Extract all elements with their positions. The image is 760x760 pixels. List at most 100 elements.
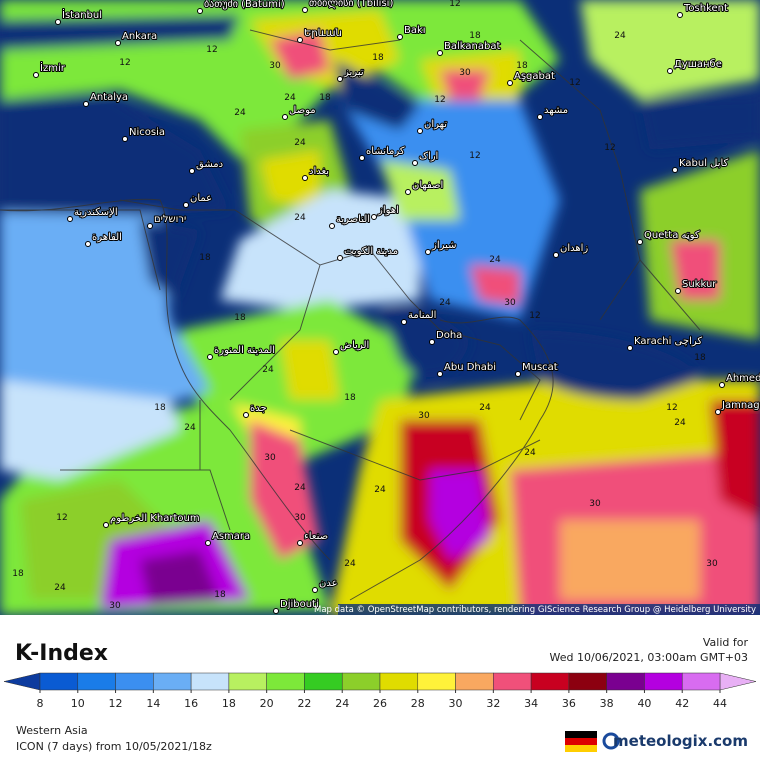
colorbar-tick-label: 34 [524, 697, 538, 710]
contour-label: 18 [199, 253, 211, 263]
contour-label: 12 [666, 403, 677, 413]
colorbar-class [455, 672, 494, 691]
place-label: Asmara [212, 531, 250, 542]
place-dot [437, 371, 443, 377]
place-dot [667, 68, 673, 74]
place-dot [83, 101, 89, 107]
place-label: القاهرة [92, 232, 122, 243]
place-label: دمشق [196, 159, 223, 170]
map: İstanbul Ankara İzmir Antalya Nicosia دمشق عما… [0, 0, 760, 615]
place-label: موصل [289, 105, 316, 116]
colorbar-tick-label: 20 [260, 697, 274, 710]
sea-area [380, 307, 470, 378]
place-label: ירושלים [154, 214, 186, 225]
place-dot [672, 167, 678, 173]
brand: meteologix.com [613, 732, 748, 750]
place-label: الرياض [340, 340, 369, 351]
place-dot [197, 8, 203, 14]
place-label: الإسكندرية [74, 207, 118, 218]
field-area [670, 240, 720, 300]
contour-label: 12 [449, 0, 460, 9]
contour-label: 12 [56, 513, 67, 523]
index-field [0, 0, 760, 615]
colorbar-tick-label: 26 [373, 697, 387, 710]
sea-area [140, 220, 200, 300]
place-dot [302, 175, 308, 181]
colorbar-tick-label: 24 [335, 697, 349, 710]
place-label: Душанбе [674, 59, 722, 70]
colorbar-tick-label: 36 [562, 697, 576, 710]
place-label: الناصرية [336, 214, 370, 225]
contour-label: 30 [109, 601, 121, 611]
contour-label: 12 [569, 78, 580, 88]
contour-label: 24 [294, 483, 306, 493]
place-dot [425, 249, 431, 255]
place-label: Djibouti [280, 599, 319, 610]
contour-label: 24 [184, 423, 196, 433]
place-dot [337, 76, 343, 82]
place-label: Karachi کراچی [634, 336, 702, 347]
colorbar-class [417, 672, 456, 691]
place-label: Nicosia [129, 127, 165, 138]
place-dot [312, 587, 318, 593]
place-label: کرمانشاه [366, 146, 405, 157]
colorbar-tick-label: 38 [600, 697, 614, 710]
contour-label: 24 [439, 298, 451, 308]
contour-label: 12 [206, 45, 217, 55]
colorbar-tick-label: 16 [184, 697, 198, 710]
colorbar-class [228, 672, 267, 691]
place-dot [183, 202, 189, 208]
place-dot [675, 288, 681, 294]
contour-labels: 12 30 18 24 12 18 24 12 12 30 18 12 12 18 24 24 12 18 24 30… [12, 0, 718, 611]
colorbar: 8 10 12 14 16 18 20 22 24 26 28 30 32 34 36 38 40 42 44 [3, 672, 757, 710]
field-area [220, 190, 420, 310]
contour-label: 24 [54, 583, 66, 593]
field-area [250, 420, 320, 560]
colorbar-tick-label: 40 [637, 697, 651, 710]
colorbar-tick-label: 14 [146, 697, 160, 710]
field-area [560, 520, 700, 600]
field-area [440, 70, 490, 100]
place-label: تبریز [343, 67, 364, 78]
colorbar-class [568, 672, 607, 691]
place-label: عدن [319, 578, 338, 589]
colorbar-class [644, 672, 683, 691]
contour-label: 18 [516, 61, 528, 71]
place-dot [677, 12, 683, 18]
place-label: اراک [419, 151, 438, 162]
place-label: الخرطوم Khartoum [110, 513, 200, 524]
place-dot [302, 7, 308, 13]
place-dot [189, 168, 195, 174]
place-label: تهران [424, 119, 447, 130]
contour-label: 30 [459, 68, 471, 78]
place-label: اهواز [377, 205, 399, 216]
colorbar-tick-label: 22 [297, 697, 311, 710]
contour-label: 24 [374, 485, 386, 495]
colorbar-class [115, 672, 154, 691]
place-dot [147, 223, 153, 229]
colorbar-tick-label: 30 [449, 697, 463, 710]
place-dot [553, 252, 559, 258]
contour-label: 24 [294, 213, 306, 223]
place-label: Sukkur [682, 279, 717, 290]
place-label: თბილისი (Tbilisi) [309, 0, 393, 9]
contour-label: 18 [214, 590, 226, 600]
place-dot [243, 412, 249, 418]
colorbar-class [77, 672, 116, 691]
place-dot [405, 189, 411, 195]
place-dot [122, 136, 128, 142]
colorbar-class [493, 672, 532, 691]
place-dot [359, 155, 365, 161]
valid-label: Valid for [703, 636, 749, 649]
colorbar-class [606, 672, 645, 691]
place-dot [103, 522, 109, 528]
contour-label: 24 [234, 108, 246, 118]
contour-label: 18 [372, 53, 384, 63]
place-dot [515, 371, 521, 377]
place-label: Jamnaga [721, 400, 760, 411]
place-dot [85, 241, 91, 247]
contour-label: 30 [269, 61, 281, 71]
contour-label: 18 [12, 569, 24, 579]
contour-label: 12 [529, 311, 540, 321]
